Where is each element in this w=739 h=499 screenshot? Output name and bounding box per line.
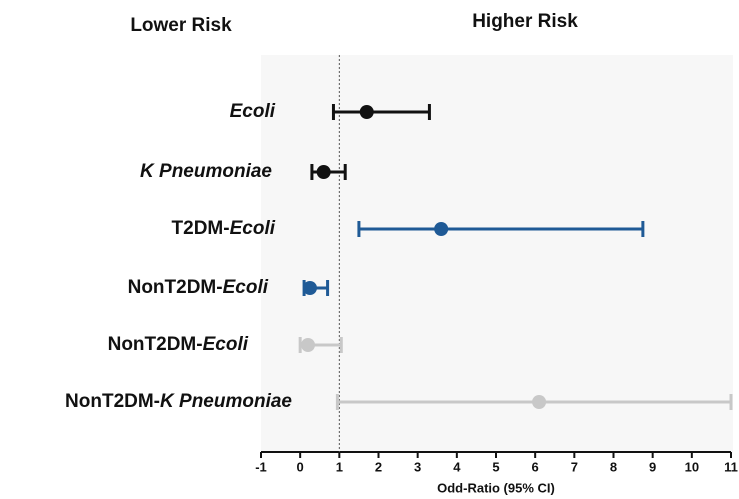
point-estimate <box>302 281 317 295</box>
x-tick-label: 2 <box>375 459 382 474</box>
row-label-name: Ecoli <box>203 334 249 355</box>
x-tick-label: -1 <box>255 459 267 474</box>
point-estimate <box>434 222 449 236</box>
x-tick-label: 3 <box>414 459 421 474</box>
x-tick-label: 1 <box>336 459 343 474</box>
row-label-prefix: NonT2DM- <box>65 391 160 412</box>
row-label: K Pneumoniae <box>140 161 272 182</box>
point-estimate <box>301 338 315 352</box>
point-estimate <box>532 395 547 409</box>
x-tick-label: 10 <box>685 459 699 474</box>
header-right: Higher Risk <box>472 11 578 32</box>
x-tick-label: 7 <box>571 459 578 474</box>
x-tick-label: 5 <box>492 459 499 474</box>
row-label: NonT2DM-Ecoli <box>108 334 249 355</box>
point-estimate <box>359 105 374 119</box>
row-label-name: K Pneumoniae <box>160 391 292 412</box>
row-label-prefix: T2DM- <box>172 218 230 239</box>
row-label-prefix: NonT2DM- <box>128 277 223 298</box>
row-label-prefix: NonT2DM- <box>108 334 203 355</box>
x-axis-title: Odd-Ratio (95% CI) <box>437 480 555 495</box>
row-label: T2DM-Ecoli <box>172 218 276 239</box>
plot-area <box>261 55 733 452</box>
x-tick-label: 8 <box>610 459 617 474</box>
x-tick-label: 4 <box>453 459 461 474</box>
row-label-name: Ecoli <box>230 101 276 122</box>
point-estimate <box>316 165 331 179</box>
row-label: NonT2DM-Ecoli <box>128 277 269 298</box>
x-tick-label: 11 <box>724 459 738 474</box>
x-tick-label: 0 <box>297 459 304 474</box>
row-label-name: Ecoli <box>230 218 276 239</box>
row-label-name: Ecoli <box>223 277 269 298</box>
row-label: NonT2DM-K Pneumoniae <box>65 391 292 412</box>
x-tick-label: 6 <box>532 459 539 474</box>
row-label-name: K Pneumoniae <box>140 161 272 182</box>
header-left: Lower Risk <box>130 15 232 36</box>
x-tick-label: 9 <box>649 459 656 474</box>
row-label: Ecoli <box>230 101 276 122</box>
